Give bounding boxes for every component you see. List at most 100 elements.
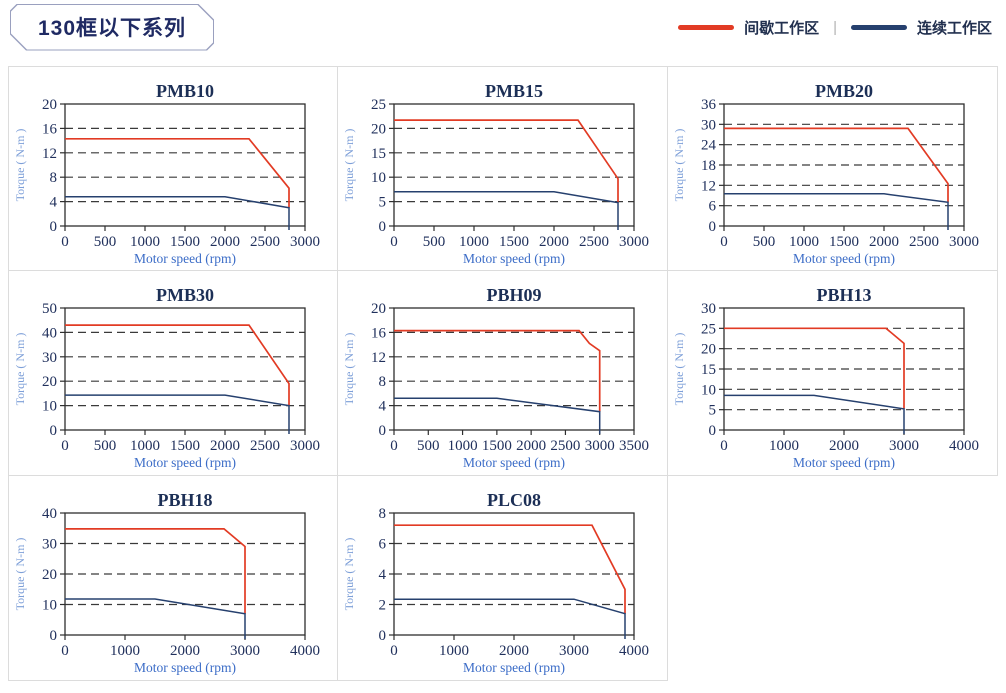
svg-text:2000: 2000	[516, 438, 546, 454]
svg-text:2000: 2000	[210, 234, 240, 250]
series-continuous	[394, 397, 601, 434]
svg-text:1000: 1000	[769, 438, 799, 454]
x-axis-ticks: 0 1000 2000 3000 4000	[390, 635, 649, 659]
y-axis-label: Torque ( N-m )	[672, 333, 686, 406]
series-intermittent	[65, 137, 290, 208]
svg-text:20: 20	[42, 97, 57, 113]
y-axis-label: Torque ( N-m )	[342, 129, 356, 202]
svg-text:10: 10	[371, 170, 386, 186]
svg-text:24: 24	[701, 138, 717, 154]
gridlines	[394, 331, 634, 407]
chart-cell-PBH18: PBH18 0 10 20 30 40 0 1000 2000 3000 4000 Torque ( …	[8, 476, 338, 681]
series-intermittent	[65, 528, 246, 614]
series-continuous	[394, 598, 626, 639]
legend-separator: |	[833, 18, 837, 36]
svg-text:2000: 2000	[170, 643, 200, 659]
svg-text:2500: 2500	[250, 234, 280, 250]
legend-item-intermittent: 间歇工作区	[678, 17, 819, 38]
svg-text:8: 8	[50, 170, 58, 186]
svg-text:10: 10	[701, 382, 716, 398]
svg-text:4: 4	[379, 399, 387, 415]
chart-cell-PMB20: PMB20 0 6 12 18 24 30 36 0 500 1000 1500 2000 2500 300…	[668, 66, 998, 271]
svg-text:0: 0	[50, 219, 58, 235]
svg-text:8: 8	[379, 374, 387, 390]
svg-text:500: 500	[94, 234, 117, 250]
svg-text:50: 50	[42, 301, 57, 317]
svg-text:3000: 3000	[585, 438, 615, 454]
svg-text:2000: 2000	[210, 438, 240, 454]
svg-text:2000: 2000	[499, 643, 529, 659]
svg-text:0: 0	[50, 423, 58, 439]
svg-text:2500: 2500	[250, 438, 280, 454]
svg-text:0: 0	[379, 423, 387, 439]
svg-text:2000: 2000	[869, 234, 899, 250]
svg-text:5: 5	[709, 403, 717, 419]
empty-cell	[668, 476, 998, 681]
svg-text:4: 4	[379, 567, 387, 583]
charts-grid: PMB10 0 4 8 12 16 20 0 500 1000 1500 2000 2500 3000 To…	[8, 66, 998, 681]
svg-text:1500: 1500	[482, 438, 512, 454]
svg-text:25: 25	[701, 321, 716, 337]
series-intermittent	[724, 327, 905, 409]
svg-text:1500: 1500	[829, 234, 859, 250]
svg-text:0: 0	[720, 234, 728, 250]
svg-text:2500: 2500	[909, 234, 939, 250]
chart-PBH13: PBH13 0 5 10 15 20 25 30 0 1000 2000 3000 4000 Torque…	[672, 285, 979, 470]
chart-PMB20: PMB20 0 6 12 18 24 30 36 0 500 1000 1500 2000 2500 300…	[672, 81, 979, 266]
y-axis-ticks: 0 10 20 30 40 50	[42, 301, 65, 439]
series-continuous	[65, 598, 246, 639]
svg-text:0: 0	[379, 628, 387, 644]
svg-text:1000: 1000	[448, 438, 478, 454]
chart-title: PBH13	[816, 285, 871, 305]
plot-border	[64, 307, 306, 431]
series-continuous	[65, 195, 290, 230]
series-continuous	[394, 191, 619, 230]
svg-text:40: 40	[42, 325, 57, 341]
x-axis-label: Motor speed (rpm)	[463, 660, 565, 675]
x-axis-ticks: 0 1000 2000 3000 4000	[61, 635, 320, 659]
svg-text:0: 0	[720, 438, 728, 454]
svg-text:1500: 1500	[499, 234, 529, 250]
series-intermittent	[394, 119, 619, 203]
chart-title: PMB10	[156, 81, 214, 101]
svg-text:15: 15	[701, 362, 716, 378]
series-badge: 130框以下系列	[10, 4, 214, 51]
svg-text:2000: 2000	[829, 438, 859, 454]
svg-text:3000: 3000	[290, 438, 320, 454]
series-intermittent	[394, 329, 601, 412]
svg-text:20: 20	[371, 121, 386, 137]
series-continuous	[724, 394, 905, 434]
x-axis-ticks: 0 500 1000 1500 2000 2500 3000	[61, 226, 320, 250]
svg-text:0: 0	[61, 438, 69, 454]
series-intermittent	[394, 524, 626, 614]
chart-PBH09: PBH09 0 4 8 12 16 20 0 500 1000 1500 2000 2500 3000 35…	[342, 285, 649, 470]
chart-cell-PMB30: PMB30 0 10 20 30 40 50 0 500 1000 1500 2000 2500 3000…	[8, 271, 338, 476]
svg-text:3000: 3000	[889, 438, 919, 454]
x-axis-ticks: 0 500 1000 1500 2000 2500 3000	[720, 226, 979, 250]
plot-border	[393, 307, 635, 431]
svg-text:20: 20	[701, 342, 716, 358]
y-axis-ticks: 0 5 10 15 20 25 30	[701, 301, 724, 439]
svg-text:30: 30	[42, 537, 57, 553]
svg-text:1000: 1000	[459, 234, 489, 250]
svg-text:4000: 4000	[949, 438, 979, 454]
svg-text:8: 8	[379, 506, 387, 522]
chart-title: PMB15	[485, 81, 543, 101]
plot-border	[64, 103, 306, 227]
svg-text:36: 36	[701, 97, 717, 113]
chart-PMB10: PMB10 0 4 8 12 16 20 0 500 1000 1500 2000 2500 3000 To…	[13, 81, 320, 266]
legend-label-intermittent: 间歇工作区	[744, 19, 820, 37]
x-axis-label: Motor speed (rpm)	[793, 455, 895, 470]
svg-text:2: 2	[379, 598, 387, 614]
chart-cell-PBH09: PBH09 0 4 8 12 16 20 0 500 1000 1500 2000 2500 3000 35…	[338, 271, 668, 476]
svg-text:1000: 1000	[130, 438, 160, 454]
chart-cell-PMB10: PMB10 0 4 8 12 16 20 0 500 1000 1500 2000 2500 3000 To…	[8, 66, 338, 271]
svg-text:18: 18	[701, 158, 716, 174]
y-axis-label: Torque ( N-m )	[342, 538, 356, 611]
svg-text:3000: 3000	[949, 234, 979, 250]
series-continuous	[724, 193, 949, 230]
svg-text:12: 12	[42, 146, 57, 162]
y-axis-label: Torque ( N-m )	[342, 333, 356, 406]
chart-title: PLC08	[487, 490, 541, 510]
svg-text:500: 500	[753, 234, 776, 250]
